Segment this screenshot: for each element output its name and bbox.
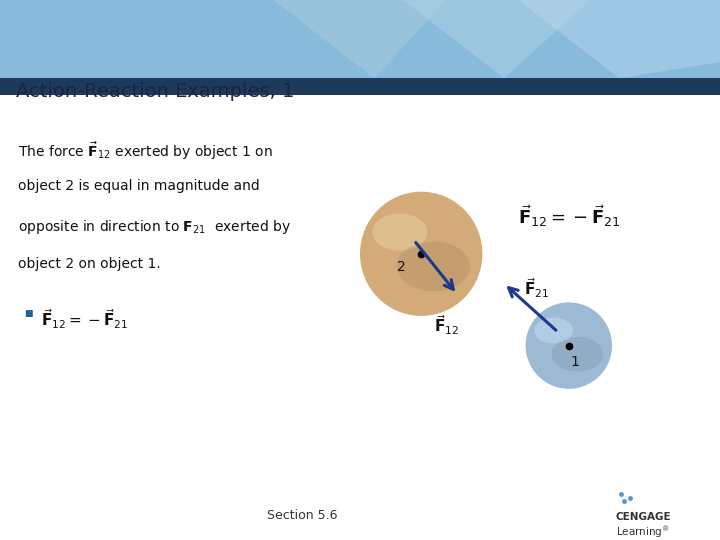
Text: object 2 on object 1.: object 2 on object 1. xyxy=(18,257,161,271)
Text: $\vec{\mathbf{F}}_{12} = -\vec{\mathbf{F}}_{21}$: $\vec{\mathbf{F}}_{12} = -\vec{\mathbf{F… xyxy=(41,308,128,331)
Ellipse shape xyxy=(534,318,573,343)
Ellipse shape xyxy=(552,337,603,372)
Text: CENGAGE: CENGAGE xyxy=(615,512,671,522)
Text: $\blacksquare$: $\blacksquare$ xyxy=(24,308,34,319)
Ellipse shape xyxy=(372,213,428,251)
Polygon shape xyxy=(403,0,590,78)
Polygon shape xyxy=(518,0,720,78)
Bar xyxy=(0,0,720,78)
Bar xyxy=(0,78,720,94)
Ellipse shape xyxy=(526,302,612,389)
Text: $\vec{\mathbf{F}}_{12} = -\vec{\mathbf{F}}_{21}$: $\vec{\mathbf{F}}_{12} = -\vec{\mathbf{F… xyxy=(518,203,621,229)
Text: Learning$^{\mathregular{®}}$: Learning$^{\mathregular{®}}$ xyxy=(616,524,670,540)
Ellipse shape xyxy=(360,192,482,316)
Text: $\vec{\mathbf{F}}_{21}$: $\vec{\mathbf{F}}_{21}$ xyxy=(524,276,549,300)
Text: The force $\mathbf{\vec{F}}_{12}$ exerted by object 1 on: The force $\mathbf{\vec{F}}_{12}$ exerte… xyxy=(18,140,273,162)
Text: 2: 2 xyxy=(397,260,405,274)
Text: Action-Reaction Examples, 1: Action-Reaction Examples, 1 xyxy=(16,82,294,102)
Text: opposite in direction to $\mathbf{F}_{21}$  exerted by: opposite in direction to $\mathbf{F}_{21… xyxy=(18,218,291,236)
Text: 1: 1 xyxy=(570,355,579,369)
Text: Section 5.6: Section 5.6 xyxy=(267,509,338,522)
Ellipse shape xyxy=(397,241,470,291)
Text: $\vec{\mathbf{F}}_{12}$: $\vec{\mathbf{F}}_{12}$ xyxy=(434,313,459,337)
Polygon shape xyxy=(274,0,446,78)
Text: object 2 is equal in magnitude and: object 2 is equal in magnitude and xyxy=(18,179,260,193)
